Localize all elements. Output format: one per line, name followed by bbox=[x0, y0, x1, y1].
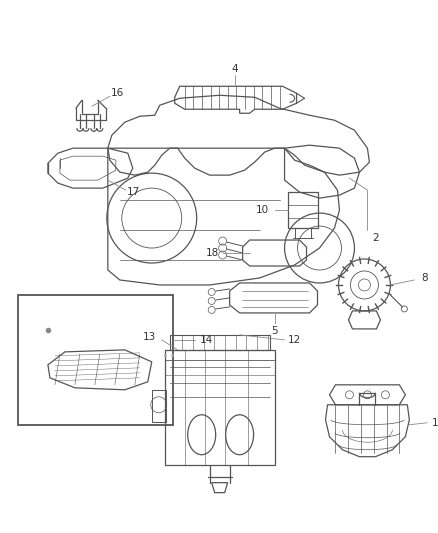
Text: 17: 17 bbox=[127, 187, 141, 197]
Text: 1: 1 bbox=[432, 418, 438, 428]
Bar bbox=[170, 335, 269, 350]
Text: 14: 14 bbox=[200, 335, 213, 345]
Bar bbox=[165, 350, 275, 465]
Text: 8: 8 bbox=[421, 273, 427, 283]
Text: 2: 2 bbox=[372, 233, 379, 243]
Text: 5: 5 bbox=[271, 326, 278, 336]
Text: 18: 18 bbox=[206, 248, 219, 258]
Bar bbox=[288, 192, 318, 228]
Text: 13: 13 bbox=[143, 332, 156, 342]
Text: 10: 10 bbox=[256, 205, 269, 215]
Bar bbox=[152, 390, 166, 422]
Text: 12: 12 bbox=[288, 335, 301, 345]
Text: 16: 16 bbox=[111, 88, 124, 98]
Bar bbox=[18, 295, 173, 425]
Text: 4: 4 bbox=[231, 64, 238, 74]
